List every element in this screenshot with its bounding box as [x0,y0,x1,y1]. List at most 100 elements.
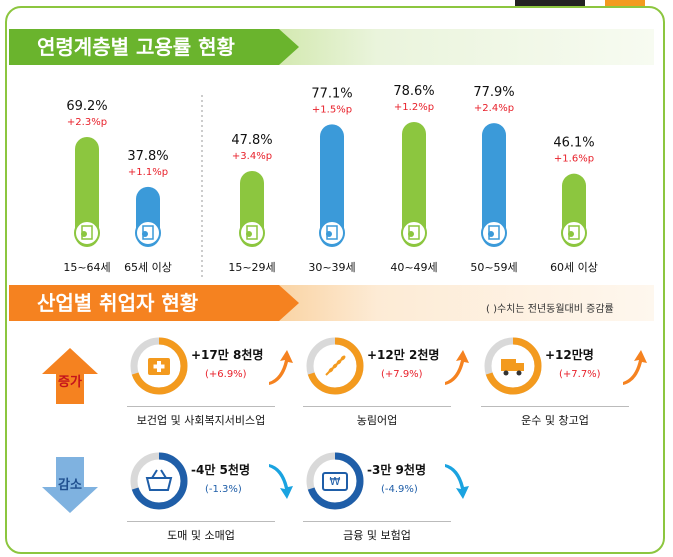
indicator-change: -3만 9천명 [367,463,426,477]
top-decoration-dark [515,0,585,6]
bar-3 [320,124,344,247]
section1-title: 연령계층별 고용률 현황 [37,35,235,59]
value-label-2: 47.8% [231,133,272,148]
decrease-label: 감소 [58,478,82,493]
value-label-3: 77.1% [311,86,352,101]
indicator-percent: (+6.9%) [205,369,247,380]
indicator-graphic [484,337,647,395]
category-label-2: 15~29세 [228,261,275,274]
truck-cab [516,363,524,371]
top-decoration-orange [605,0,645,6]
increase-arrow [42,348,98,404]
change-label-1: +1.1%p [128,167,168,178]
category-label-1: 65세 이상 [124,261,172,274]
value-label-1: 37.8% [127,149,168,164]
person-doc-icon [481,220,507,246]
indicator-change: +17만 8천명 [191,348,264,362]
ring-progress [306,452,364,510]
value-label-6: 46.1% [553,136,594,151]
ring-progress [130,452,188,510]
indicator-graphic [306,337,469,395]
basket-body [145,477,173,491]
card-body [322,472,348,491]
truck-wheel [503,370,509,376]
section2-banner: 산업별 취업자 현황 [9,285,654,321]
wheat-grain [328,367,334,373]
category-label-4: 40~49세 [390,261,437,274]
trend-down-arrow [269,464,293,499]
indicator-divider [303,406,451,407]
person-doc-icon [74,220,100,246]
bar-5 [482,123,506,247]
won-symbol: ₩ [330,475,341,488]
person-icon [142,231,148,237]
indicator-graphic [130,337,293,395]
person-icon [568,231,574,237]
category-label-3: 30~39세 [308,261,355,274]
trend-up-arrow [269,350,293,385]
bar-0 [75,136,99,247]
indicator-graphic [130,452,293,510]
section2-note: ( )수치는 전년동월대비 증감률 [486,304,614,315]
ring-inner [139,461,179,501]
decrease-arrow [42,457,98,513]
increase-indicator-1: +12만 2천명 (+7.9%) 농림어업 [303,332,470,427]
value-label-4: 78.6% [393,84,434,99]
ring-progress [130,337,188,395]
person-doc-icon [401,220,427,246]
indicator-percent: (+7.7%) [559,369,601,380]
value-label-0: 69.2% [66,99,107,114]
indicator-industry-name: 운수 및 창고업 [521,414,589,427]
person-doc-icon [561,220,587,246]
section1-banner-tail [259,29,654,65]
truck-box [501,359,516,371]
indicator-percent: (+7.9%) [381,369,423,380]
change-label-3: +1.5%p [312,104,352,115]
indicator-change: -4만 5천명 [191,463,250,477]
change-label-0: +2.3%p [67,117,107,128]
trend-up-arrow [445,350,469,385]
section1-banner-shape [9,29,299,65]
basket-handle [151,469,167,479]
section2-banner-tail [259,285,654,321]
decrease-indicator-0: -4만 5천명 (-1.3%) 도매 및 소매업 [127,447,294,542]
indicator-industry-name: 농림어업 [356,414,398,427]
person-icon [246,231,252,237]
section2-banner-shape [9,285,299,321]
change-label-6: +1.6%p [554,154,594,165]
person-icon [488,231,494,237]
category-label-0: 15~64세 [63,261,110,274]
truck-wheel [516,370,522,376]
indicator-divider [127,521,275,522]
indicator-graphic: ₩ [306,452,469,510]
person-icon [408,231,414,237]
increase-indicator-0: +17만 8천명 (+6.9%) 보건업 및 사회복지서비스업 [127,332,294,427]
indicator-industry-name: 도매 및 소매업 [167,529,235,542]
indicator-change: +12만 2천명 [367,348,440,362]
increase-indicator-2: +12만명 (+7.7%) 운수 및 창고업 [481,332,648,427]
change-label-5: +2.4%p [474,103,514,114]
person-doc-icon [239,220,265,246]
category-label-5: 50~59세 [470,261,517,274]
section2-title: 산업별 취업자 현황 [37,291,199,315]
person-icon [81,231,87,237]
trend-up-arrow [623,350,647,385]
category-label-6: 60세 이상 [550,261,598,274]
indicator-industry-name: 금융 및 보험업 [343,529,411,542]
indicator-percent: (-1.3%) [205,484,242,495]
person-doc-icon [319,220,345,246]
change-label-2: +3.4%p [232,151,272,162]
cross-h [153,364,165,369]
ring-progress [306,337,364,395]
indicator-divider [481,406,629,407]
person-icon [326,231,332,237]
bar-4 [402,122,426,247]
ring-progress [484,337,542,395]
age-employment-chart: 69.2% +2.3%p 15~64세 37.8% +1.1%p 65세 이상 47.8% +… [63,84,598,278]
indicator-divider [303,521,451,522]
value-label-5: 77.9% [473,85,514,100]
wheat-grain [336,359,342,365]
indicator-change: +12만명 [545,348,594,362]
wheat-grain [340,355,346,361]
section1-banner: 연령계층별 고용률 현황 [9,29,654,65]
